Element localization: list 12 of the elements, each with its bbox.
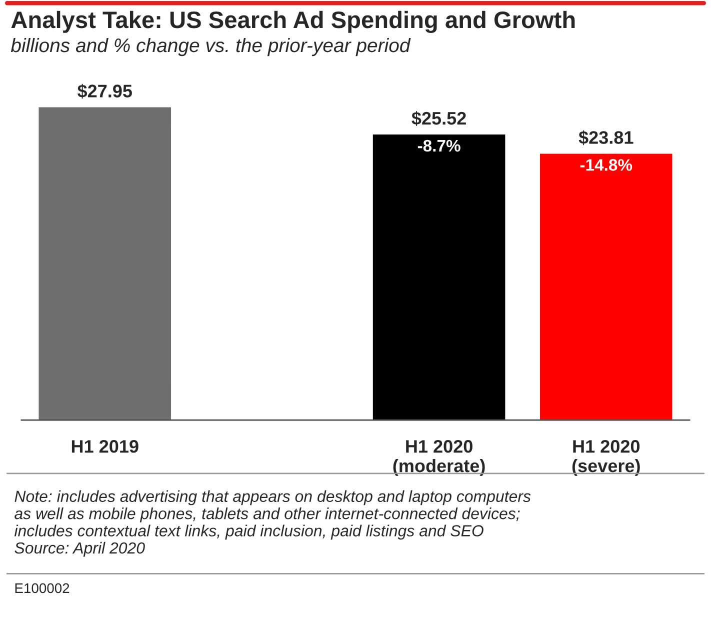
annotation: -8.7% [418,140,460,152]
annotation: -14.8% [580,159,632,171]
x-tick-label: H1 2020 (moderate) [393,440,485,476]
text: E100002 [15,583,70,594]
data-label: $25.52 [412,111,466,126]
chart-title: Analyst Take: US Search Ad Spending and Growth [11,10,575,33]
chart-subtitle: billions and % change vs. the prior-year period [10,38,411,56]
x-tick-label: H1 2020 (severe) [572,440,640,476]
data-label: $23.81 [578,130,634,146]
data-label: $27.95 [78,84,132,99]
text: Note: includes advertising that appears on desktop and laptop computers as well as mobile phones, tablets and other internet-connected devices; includes contextual text links, paid inclusion, paid listings and SEO Source: April 2020 [14,490,531,557]
x-tick-label: H1 2019 [72,440,138,453]
